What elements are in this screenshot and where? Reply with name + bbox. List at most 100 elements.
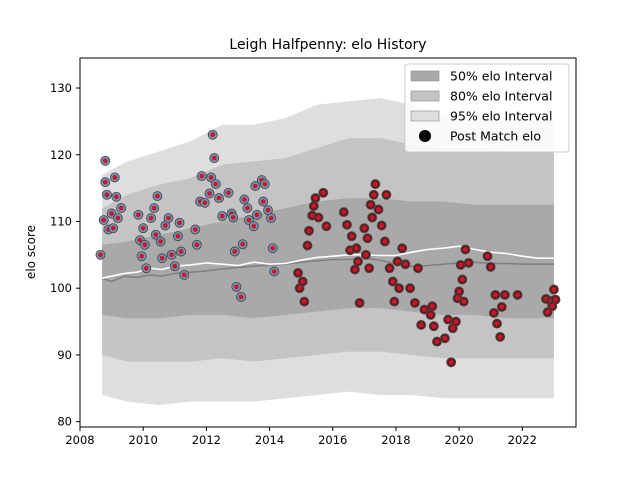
post-match-points [95, 129, 561, 368]
post-match-point-dot [418, 322, 424, 328]
post-match-point-dot [366, 265, 372, 271]
post-match-point-dot [316, 215, 321, 220]
post-match-point-dot [306, 228, 312, 234]
legend-label: 80% elo Interval [450, 89, 552, 104]
y-tick-label: 110 [50, 214, 72, 228]
post-match-point-dot [499, 304, 505, 310]
post-match-point-dot [295, 270, 301, 276]
x-axis-ticks: 2008 2010 2012 2014 2016 2018 2020 2022 [65, 427, 537, 447]
post-match-point-dot [371, 192, 377, 198]
post-match-point-dot [354, 245, 359, 251]
x-tick-label: 2018 [381, 433, 410, 447]
post-match-point-dot [140, 225, 146, 231]
post-match-point-dot [458, 262, 464, 268]
post-match-point-dot [429, 303, 435, 309]
post-match-point-dot [300, 279, 306, 284]
post-match-point-dot [162, 223, 168, 228]
post-match-point-dot [115, 215, 121, 221]
post-match-point-dot [344, 222, 350, 228]
post-match-point-dot [309, 213, 315, 218]
post-match-point-dot [240, 241, 246, 247]
post-match-point-dot [459, 277, 465, 282]
post-match-point-dot [549, 303, 555, 309]
post-match-point-dot [158, 239, 164, 244]
post-match-point-dot [368, 202, 373, 208]
post-match-point-dot [238, 294, 244, 300]
post-match-point-dot [102, 179, 108, 185]
y-tick-label: 80 [57, 415, 72, 429]
post-match-point-dot [384, 192, 389, 198]
post-match-point-dot [493, 292, 498, 298]
post-match-point-dot [202, 200, 208, 206]
legend-label: 50% elo Interval [450, 69, 552, 84]
legend-marker [419, 130, 431, 142]
post-match-point-dot [494, 321, 500, 326]
post-match-point-dot [301, 299, 307, 304]
chart-title: Leigh Halfpenny: elo History [229, 37, 426, 53]
post-match-point-dot [177, 220, 182, 226]
post-match-point-dot [363, 252, 369, 258]
post-match-point-dot [341, 209, 347, 215]
x-tick-label: 2010 [129, 433, 158, 447]
post-match-point-dot [246, 217, 252, 223]
legend-label: 95% elo Interval [450, 109, 552, 124]
post-match-point-dot [143, 265, 149, 271]
post-match-point-dot [379, 223, 385, 228]
post-match-point-dot [155, 193, 160, 199]
post-match-point-dot [365, 235, 370, 241]
post-match-point-dot [226, 190, 231, 196]
post-match-point-dot [211, 155, 217, 161]
legend-swatch-2 [410, 90, 440, 102]
x-tick-label: 2008 [65, 433, 94, 447]
post-match-point-dot [260, 199, 266, 204]
post-match-point-dot [210, 132, 216, 138]
post-match-point-dot [305, 243, 310, 248]
post-match-point-dot [104, 192, 110, 198]
post-match-point-dot [101, 217, 107, 223]
post-match-point-dot [502, 292, 508, 298]
legend-label: Post Match elo [450, 129, 541, 144]
post-match-point-dot [396, 285, 402, 291]
post-match-point-dot [448, 359, 454, 365]
post-match-point-dot [153, 232, 159, 238]
post-match-point-dot [268, 215, 274, 221]
post-match-point-dot [118, 205, 124, 211]
post-match-point-dot [428, 312, 434, 318]
post-match-point-dot [232, 249, 238, 254]
post-match-point-dot [515, 292, 520, 298]
post-match-point-dot [373, 181, 378, 187]
post-match-point-dot [347, 247, 353, 253]
y-tick-label: 120 [50, 148, 72, 162]
post-match-point-dot [181, 272, 187, 278]
post-match-point-dot [553, 297, 558, 302]
post-match-point-dot [551, 287, 557, 292]
post-match-point-dot [461, 299, 467, 304]
post-match-point-dot [463, 247, 468, 252]
post-match-point-dot [297, 285, 302, 291]
post-match-point-dot [382, 239, 388, 244]
post-match-point-dot [175, 233, 181, 239]
y-tick-label: 100 [50, 281, 72, 295]
post-match-point-dot [137, 237, 143, 243]
post-match-point-dot [545, 309, 550, 315]
post-match-point-dot [466, 260, 471, 266]
post-match-point-dot [112, 175, 118, 180]
post-match-point-dot [488, 264, 494, 270]
post-match-point-dot [178, 249, 184, 254]
band-50-interval [102, 198, 554, 319]
post-match-point-dot [442, 335, 448, 341]
post-match-point-dot [497, 334, 503, 340]
legend-swatch-1 [410, 70, 440, 82]
post-match-point-dot [415, 265, 421, 271]
post-match-point-dot [159, 255, 165, 261]
post-match-point-dot [311, 203, 317, 209]
post-match-point-dot [387, 265, 392, 271]
post-match-point-dot [139, 253, 145, 259]
post-match-point-dot [199, 173, 205, 179]
post-match-point-dot [216, 195, 222, 201]
post-match-point-dot [169, 252, 175, 258]
y-axis-ticks: 80 90 100 110 120 130 [50, 81, 80, 429]
post-match-point-dot [491, 310, 497, 316]
y-tick-label: 90 [57, 348, 72, 362]
